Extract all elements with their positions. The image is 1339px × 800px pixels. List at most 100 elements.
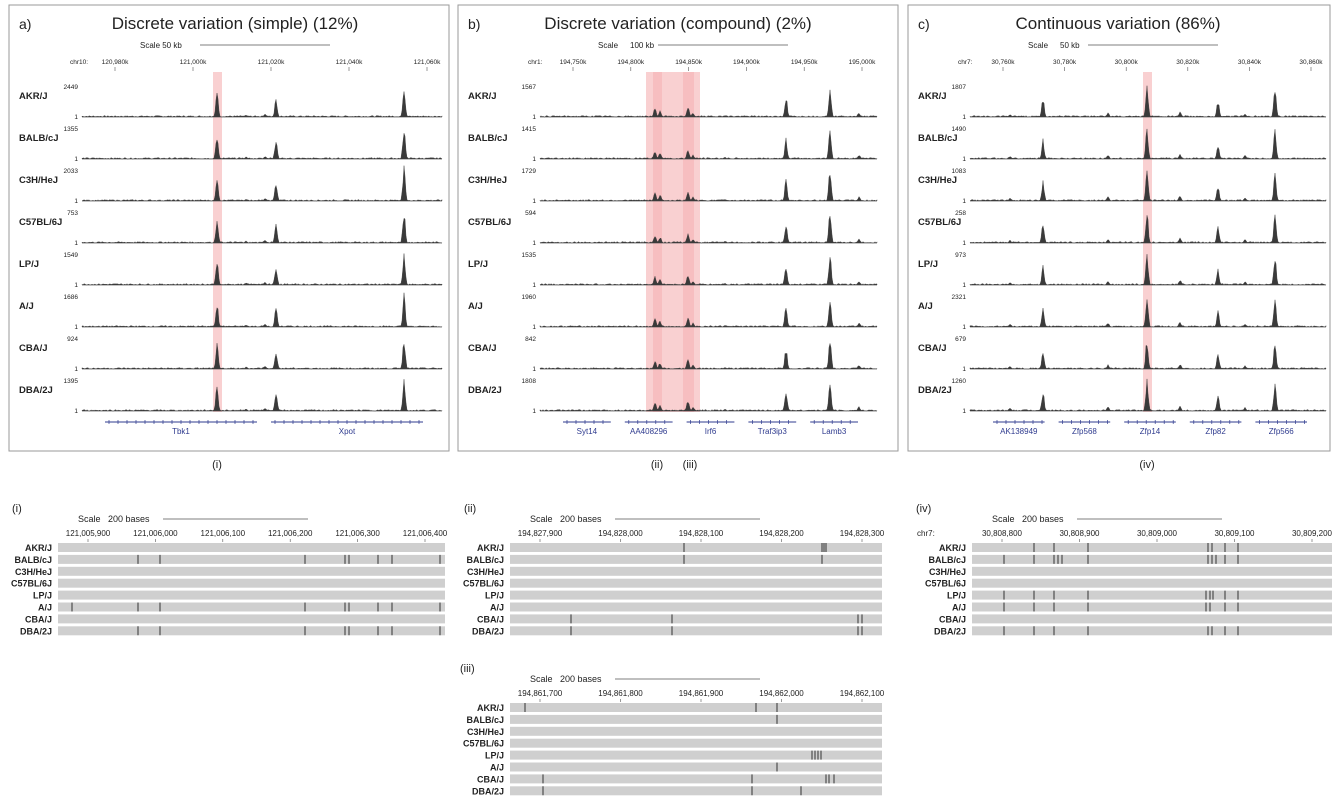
strain-label: CBA/J bbox=[477, 774, 504, 784]
variant-bar bbox=[510, 786, 882, 796]
scale-label: Scale bbox=[78, 514, 101, 524]
tick-label: 194,862,000 bbox=[759, 689, 804, 698]
track-min: 1 bbox=[532, 198, 536, 205]
tick-label: 30,809,200 bbox=[1292, 529, 1333, 538]
panel-b: b) Discrete variation (compound) (2%) Scal… bbox=[457, 4, 899, 471]
track-max: 594 bbox=[525, 210, 536, 217]
signal-track bbox=[969, 85, 1327, 118]
gene-label: Traf3ip3 bbox=[758, 427, 788, 436]
variant-bar bbox=[510, 774, 882, 784]
strain-label: CBA/J bbox=[918, 343, 947, 354]
chrom-label: chr1: bbox=[528, 59, 543, 66]
strain-label: AKR/J bbox=[25, 543, 52, 553]
variant-panel: (i) Scale 200 bases 121,005,900 121,006,000 1… bbox=[11, 503, 448, 636]
variant-bar bbox=[510, 750, 882, 760]
variant-panel: (iv) Scale 200 bases chr7: 30,808,800 30,808,… bbox=[916, 503, 1333, 636]
strain-label: C57BL/6J bbox=[463, 739, 504, 749]
strain-label: A/J bbox=[19, 301, 34, 312]
tick-label: 194,828,200 bbox=[759, 529, 804, 538]
strain-label: CBA/J bbox=[477, 614, 504, 624]
signal-track bbox=[539, 257, 878, 286]
strain-label: BALB/cJ bbox=[19, 133, 59, 144]
variant-bar bbox=[972, 590, 1332, 600]
strain-label: DBA/2J bbox=[934, 626, 966, 636]
track-max: 1686 bbox=[64, 294, 79, 301]
region-marker: (iii) bbox=[683, 459, 698, 471]
tick-label: 121,020k bbox=[258, 59, 285, 66]
signal-track bbox=[969, 254, 1327, 286]
strain-label: LP/J bbox=[918, 259, 938, 270]
region-marker: (i) bbox=[212, 459, 222, 471]
track-min: 1 bbox=[74, 114, 78, 121]
strain-label: DBA/2J bbox=[918, 385, 952, 396]
signal-track bbox=[539, 130, 878, 160]
tick-label: 121,006,300 bbox=[335, 529, 380, 538]
panel-frame bbox=[907, 4, 1331, 452]
tick-label: 194,950k bbox=[791, 59, 818, 66]
variant-bar bbox=[510, 578, 882, 588]
variant-bar bbox=[972, 626, 1332, 636]
strain-label: AKR/J bbox=[939, 543, 966, 553]
tick-label: 121,006,000 bbox=[133, 529, 178, 538]
track-min: 1 bbox=[74, 198, 78, 205]
variant-bar bbox=[510, 626, 882, 636]
strain-label: BALB/cJ bbox=[468, 133, 508, 144]
tick-label: 194,828,100 bbox=[679, 529, 724, 538]
gene-label: Tbk1 bbox=[172, 427, 190, 436]
scale-label: Scale bbox=[530, 514, 553, 524]
variant-bar bbox=[58, 554, 445, 564]
strain-label: CBA/J bbox=[25, 614, 52, 624]
variant-bar bbox=[58, 590, 445, 600]
panel-letter: c) bbox=[918, 16, 930, 32]
strain-label: C3H/HeJ bbox=[467, 567, 504, 577]
gene-label: Lamb3 bbox=[822, 427, 847, 436]
variant-bar bbox=[58, 543, 445, 552]
strain-label: C57BL/6J bbox=[19, 217, 62, 228]
signal-track bbox=[81, 165, 443, 202]
scale-value: 200 bases bbox=[108, 514, 150, 524]
strain-label: BALB/cJ bbox=[466, 555, 504, 565]
track-max: 1415 bbox=[522, 126, 537, 133]
track-min: 1 bbox=[532, 366, 536, 373]
tick-label: 30,800k bbox=[1115, 59, 1139, 66]
variant-bar bbox=[510, 566, 882, 576]
track-min: 1 bbox=[532, 240, 536, 247]
strain-label: DBA/2J bbox=[20, 626, 52, 636]
scale-value: 50 kb bbox=[1060, 41, 1080, 50]
track-max: 753 bbox=[67, 210, 78, 217]
track-min: 1 bbox=[74, 408, 78, 415]
signal-track bbox=[81, 218, 443, 244]
chrom-label: chr10: bbox=[70, 59, 88, 66]
variant-bar bbox=[510, 714, 882, 724]
variant-bar bbox=[510, 590, 882, 600]
variant-bar bbox=[510, 762, 882, 772]
gene-label: Syt14 bbox=[577, 427, 598, 436]
track-min: 1 bbox=[962, 156, 966, 163]
track-max: 2449 bbox=[64, 84, 79, 91]
gene-label: Zfp566 bbox=[1269, 427, 1294, 436]
signal-track bbox=[81, 253, 443, 286]
strain-label: CBA/J bbox=[939, 614, 966, 624]
variant-bar bbox=[972, 554, 1332, 564]
variant-bar bbox=[510, 614, 882, 624]
variant-bar bbox=[972, 614, 1332, 624]
strain-label: AKR/J bbox=[19, 91, 48, 102]
gene-label: Zfp568 bbox=[1072, 427, 1097, 436]
tick-label: 194,850k bbox=[675, 59, 702, 66]
strain-label: C3H/HeJ bbox=[467, 727, 504, 737]
strain-label: CBA/J bbox=[468, 343, 497, 354]
signal-track bbox=[81, 133, 443, 160]
tick-label: 30,780k bbox=[1053, 59, 1077, 66]
variant-bar bbox=[972, 543, 1332, 552]
strain-label: A/J bbox=[490, 603, 504, 613]
track-max: 2321 bbox=[952, 294, 967, 301]
tick-label: 121,006,400 bbox=[403, 529, 448, 538]
strain-label: BALB/cJ bbox=[14, 555, 52, 565]
strain-label: A/J bbox=[952, 603, 966, 613]
track-max: 973 bbox=[955, 252, 966, 259]
signal-track bbox=[969, 214, 1327, 244]
variant-panel: (iii) Scale 200 bases 194,861,700 194,861,80… bbox=[460, 663, 885, 796]
variant-bar bbox=[510, 738, 882, 748]
tick-label: 120,980k bbox=[102, 59, 129, 66]
variant-bar bbox=[510, 703, 882, 712]
